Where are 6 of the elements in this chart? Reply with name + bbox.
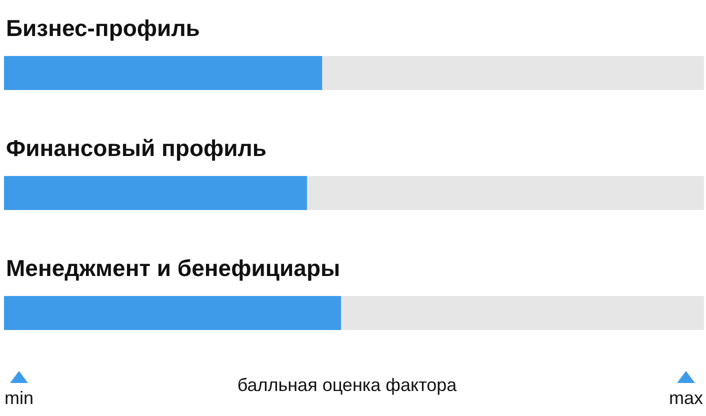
y-tick-label: Финансовый профиль <box>6 135 267 161</box>
y-tick-label: Бизнес-профиль <box>6 15 200 41</box>
text: max <box>668 388 704 408</box>
x-axis-title: балльная оценка фактора <box>237 375 458 395</box>
text: min <box>4 388 34 408</box>
y-tick-label: Менеджмент и бенефициары <box>6 255 340 281</box>
